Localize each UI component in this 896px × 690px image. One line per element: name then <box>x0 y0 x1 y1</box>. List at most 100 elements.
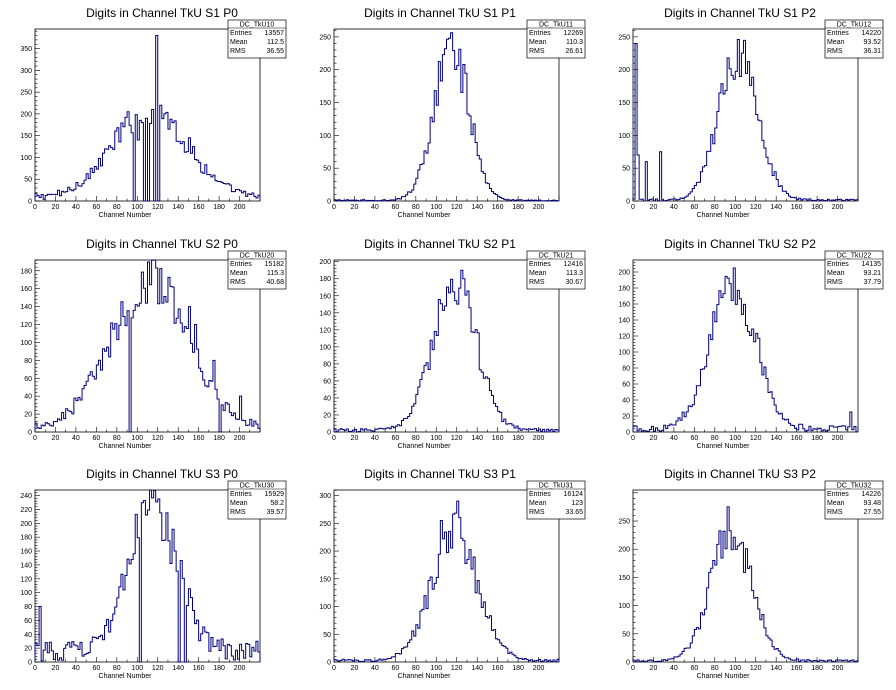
stats-frame <box>824 250 884 290</box>
y-tick-label: 250 <box>319 34 331 41</box>
x-tick-label: 180 <box>213 435 225 442</box>
y-tick-label: 200 <box>319 259 331 266</box>
x-tick-label: 20 <box>52 435 60 442</box>
histogram-panel: Digits in Channel TkU S3 P2 0 20 40 60 80 100 1… <box>618 467 884 680</box>
y-tick-label: 200 <box>20 111 32 118</box>
x-tick-label: 180 <box>213 204 225 211</box>
y-tick-label: 200 <box>618 270 630 277</box>
histogram-series <box>333 269 560 433</box>
stats-mean-label: Mean <box>827 500 845 507</box>
stats-rms-label: RMS <box>230 509 246 516</box>
stats-name: DC_TkU22 <box>837 253 872 260</box>
x-tick-label: 40 <box>371 665 379 672</box>
y-tick-label: 40 <box>622 398 630 405</box>
y-tick-label: 160 <box>20 549 32 556</box>
y-tick-label: 300 <box>319 493 331 500</box>
y-tick-label: 0 <box>626 199 630 206</box>
stats-rms-label: RMS <box>230 279 246 286</box>
y-tick-label: 80 <box>622 366 630 373</box>
y-tick-label: 60 <box>24 376 32 383</box>
histogram-title: Digits in Channel TkU S2 P0 <box>86 237 238 251</box>
x-tick-label: 0 <box>33 665 37 672</box>
x-tick-label: 160 <box>193 435 205 442</box>
stats-mean-value: 93.21 <box>863 270 881 277</box>
x-tick-label: 60 <box>92 665 100 672</box>
x-tick-label: 80 <box>711 204 719 211</box>
x-tick-label: 200 <box>234 435 246 442</box>
x-tick-label: 200 <box>533 204 545 211</box>
histogram-title: Digits in Channel TkU S2 P1 <box>364 237 516 251</box>
stats-mean-label: Mean <box>230 39 248 46</box>
stats-name: DC_TkU12 <box>837 22 872 29</box>
stats-rms-label: RMS <box>827 279 843 286</box>
y-tick-label: 80 <box>24 604 32 611</box>
x-tick-label: 180 <box>811 435 823 442</box>
stats-rms-value: 30.67 <box>565 279 583 286</box>
x-axis-title: Channel Number <box>99 443 153 450</box>
y-tick-label: 50 <box>622 166 630 173</box>
y-tick-label: 60 <box>24 618 32 625</box>
x-tick-label: 20 <box>351 435 359 442</box>
y-tick-label: 50 <box>323 632 331 639</box>
stats-mean-label: Mean <box>529 270 547 277</box>
x-tick-label: 100 <box>131 665 143 672</box>
histogram-series <box>34 489 261 663</box>
x-tick-label: 40 <box>371 435 379 442</box>
x-tick-label: 100 <box>430 204 442 211</box>
x-tick-label: 80 <box>412 665 420 672</box>
y-tick-label: 180 <box>20 535 32 542</box>
y-tick-label: 100 <box>618 133 630 140</box>
stats-mean-value: 112.5 <box>267 39 284 46</box>
x-tick-label: 60 <box>92 204 100 211</box>
stats-rms-value: 36.31 <box>863 48 881 55</box>
x-tick-label: 140 <box>471 665 483 672</box>
x-tick-label: 120 <box>451 204 463 211</box>
stats-rms-label: RMS <box>230 48 246 55</box>
x-tick-label: 120 <box>152 665 164 672</box>
x-tick-label: 180 <box>512 204 524 211</box>
x-tick-label: 200 <box>832 204 844 211</box>
stats-frame <box>227 250 287 290</box>
stats-frame <box>227 480 287 520</box>
x-tick-label: 140 <box>471 204 483 211</box>
stats-entries-label: Entries <box>529 261 551 268</box>
x-tick-label: 160 <box>791 665 803 672</box>
x-tick-label: 0 <box>332 204 336 211</box>
x-tick-label: 60 <box>391 204 399 211</box>
x-tick-label: 120 <box>750 665 762 672</box>
stats-mean-value: 113.3 <box>566 270 583 277</box>
x-tick-label: 60 <box>92 435 100 442</box>
stats-frame <box>526 250 586 290</box>
y-tick-label: 50 <box>622 631 630 638</box>
y-tick-label: 120 <box>618 334 630 341</box>
x-tick-label: 60 <box>690 435 698 442</box>
x-tick-label: 200 <box>234 665 246 672</box>
y-tick-label: 0 <box>626 430 630 437</box>
y-tick-label: 140 <box>20 304 32 311</box>
histogram-panel: Digits in Channel TkU S2 P0 0 20 40 60 80 100 1… <box>20 237 287 450</box>
y-tick-label: 100 <box>618 603 630 610</box>
y-tick-label: 150 <box>20 133 32 140</box>
x-axis-title: Channel Number <box>99 212 153 219</box>
y-tick-label: 100 <box>319 604 331 611</box>
x-tick-label: 0 <box>33 435 37 442</box>
stats-entries-label: Entries <box>827 491 849 498</box>
y-tick-label: 150 <box>319 576 331 583</box>
x-tick-label: 140 <box>471 435 483 442</box>
stats-entries-value: 16124 <box>564 491 584 498</box>
histogram-title: Digits in Channel TkU S3 P1 <box>364 467 516 481</box>
x-tick-label: 120 <box>750 435 762 442</box>
histogram-series <box>34 35 261 202</box>
stats-mean-label: Mean <box>529 39 547 46</box>
y-tick-label: 150 <box>319 100 331 107</box>
stats-name: DC_TkU32 <box>837 483 872 490</box>
y-tick-label: 100 <box>319 133 331 140</box>
y-tick-label: 80 <box>323 361 331 368</box>
x-tick-label: 120 <box>152 435 164 442</box>
y-tick-label: 250 <box>618 34 630 41</box>
x-tick-label: 100 <box>729 665 741 672</box>
x-tick-label: 160 <box>791 435 803 442</box>
